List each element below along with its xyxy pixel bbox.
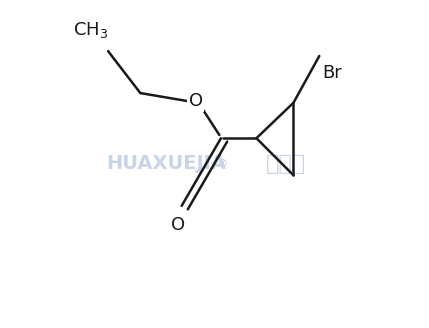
Text: CH$_3$: CH$_3$ [73, 20, 108, 40]
Text: O: O [189, 92, 203, 110]
Text: HUAXUEJIA: HUAXUEJIA [106, 154, 226, 174]
Text: Br: Br [323, 64, 342, 82]
Text: O: O [171, 215, 185, 234]
Text: 化学加: 化学加 [266, 154, 305, 174]
Text: ®: ® [217, 159, 228, 169]
